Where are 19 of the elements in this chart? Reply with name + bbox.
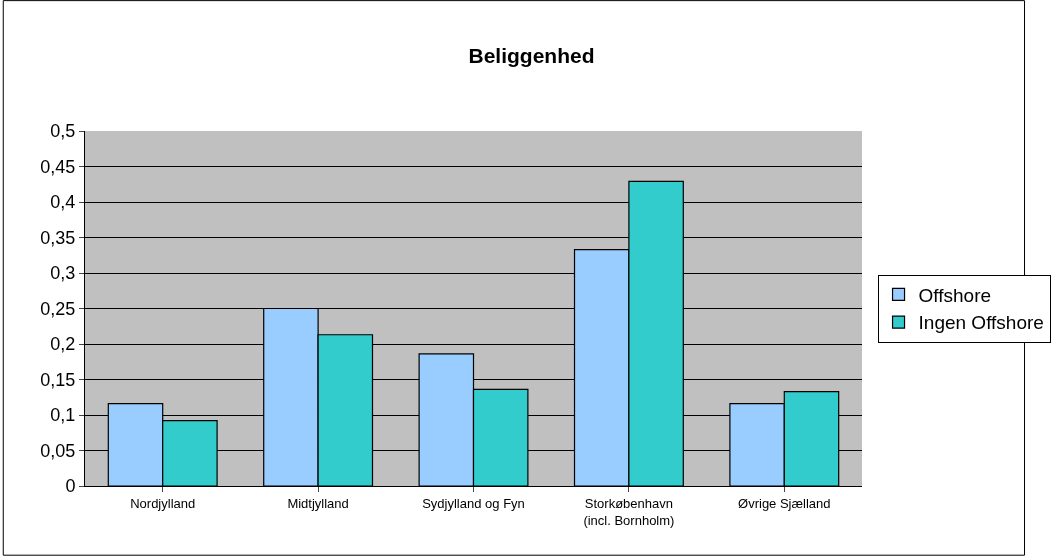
y-tick-label: 0,25 xyxy=(40,298,76,319)
chart-title: Beliggenhed xyxy=(468,43,595,67)
y-tick-label: 0,15 xyxy=(40,369,76,390)
x-tick-label: Nordjylland xyxy=(130,495,196,511)
y-tick-label: 0,3 xyxy=(50,263,76,284)
legend-label: Offshore xyxy=(918,284,992,306)
x-tick-label: Sydjylland og Fyn xyxy=(422,495,525,511)
y-tick-label: 0,1 xyxy=(50,405,76,426)
y-tick-label: 0,2 xyxy=(50,334,76,355)
y-tick-label: 0,45 xyxy=(40,156,76,177)
x-tick-label: Storkøbenhavn (incl. Bornholm) xyxy=(583,495,675,528)
y-tick-label: 0,5 xyxy=(50,121,76,142)
legend-label: Ingen Offshore xyxy=(918,312,1044,334)
x-tick-label: Midtjylland xyxy=(287,495,349,511)
y-tick-label: 0,05 xyxy=(40,440,76,461)
y-tick-label: 0,35 xyxy=(40,227,76,248)
y-tick-label: 0 xyxy=(65,476,76,497)
x-tick-label: Øvrige Sjælland xyxy=(738,495,831,511)
y-tick-label: 0,4 xyxy=(50,192,76,213)
